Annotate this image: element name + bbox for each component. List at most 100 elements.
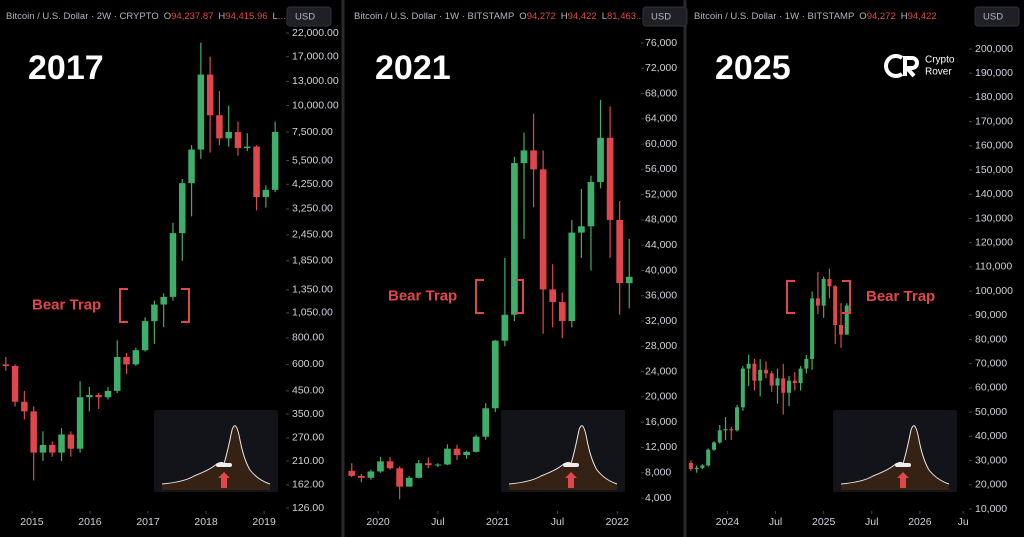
candle-body bbox=[729, 429, 734, 431]
y-tick-label: 36,000 bbox=[645, 290, 677, 302]
candle-body bbox=[491, 340, 499, 409]
y-tick-label: 16,000 bbox=[645, 416, 677, 428]
logo-text: Rover bbox=[925, 67, 952, 78]
candle-body bbox=[132, 350, 140, 365]
candle-body bbox=[188, 149, 195, 184]
ohlc-key: L bbox=[273, 11, 278, 22]
x-tick-label: Jul bbox=[551, 516, 564, 528]
y-tick-label: 126.00 bbox=[292, 502, 324, 514]
candle-body bbox=[225, 132, 232, 139]
x-tick-label: 2026 bbox=[908, 516, 932, 528]
y-tick-label: 200,000 bbox=[975, 43, 1013, 55]
cycle-year: 2017 bbox=[28, 49, 104, 87]
ohlc-key: O bbox=[519, 11, 526, 22]
y-tick-label: 170,000 bbox=[975, 115, 1013, 127]
currency-button[interactable] bbox=[286, 6, 332, 27]
candle-body bbox=[558, 302, 566, 322]
bear-trap-bracket bbox=[515, 279, 524, 314]
y-tick-label: 60,000 bbox=[975, 382, 1007, 394]
annotation: Bear Trap bbox=[32, 296, 101, 313]
bear-trap-bracket bbox=[119, 288, 128, 323]
currency-label[interactable]: USD bbox=[295, 12, 315, 23]
y-tick-label: 800.00 bbox=[292, 332, 324, 344]
candle-body bbox=[271, 132, 279, 190]
cycle-inset bbox=[833, 410, 957, 492]
y-tick-label: 3,250.00 bbox=[292, 203, 333, 215]
currency-label[interactable]: USD bbox=[983, 12, 1003, 23]
candle-body bbox=[424, 463, 432, 466]
candle-body bbox=[688, 463, 693, 470]
x-tick-label: 2024 bbox=[716, 516, 740, 528]
y-tick-label: 210.00 bbox=[292, 455, 324, 467]
y-tick-label: 180,000 bbox=[975, 91, 1013, 103]
candle-body bbox=[723, 429, 728, 431]
y-tick-label: 48,000 bbox=[645, 214, 677, 226]
y-tick-label: 28,000 bbox=[645, 340, 677, 352]
candle-body bbox=[758, 369, 763, 381]
candle-body bbox=[746, 363, 751, 369]
x-tick-label: 2020 bbox=[366, 516, 390, 528]
candle-body bbox=[206, 74, 214, 116]
x-tick-label: Jul bbox=[769, 516, 782, 528]
candle-body bbox=[367, 471, 375, 478]
symbol: Bitcoin / U.S. Dollar · 1W · BITSTAMP bbox=[354, 11, 514, 22]
symbol: Bitcoin / U.S. Dollar · 1W · BITSTAMP bbox=[694, 11, 854, 22]
y-tick-label: 1,350.00 bbox=[292, 284, 333, 296]
candle-body bbox=[123, 357, 130, 365]
candle-body bbox=[792, 380, 797, 384]
candle-body bbox=[775, 378, 780, 386]
x-tick-label: 2022 bbox=[606, 516, 630, 528]
y-tick-label: 10,000.00 bbox=[292, 99, 339, 111]
currency-button[interactable] bbox=[974, 6, 1020, 27]
ohlc-key: O bbox=[164, 11, 171, 22]
candle-body bbox=[763, 369, 768, 374]
cycle-inset bbox=[154, 410, 278, 492]
candle-body bbox=[482, 408, 490, 437]
candle-body bbox=[234, 132, 242, 149]
chart-header: Bitcoin / U.S. Dollar · 2W · CRYPTO O94,2… bbox=[6, 11, 286, 22]
x-tick-label: 2015 bbox=[20, 516, 44, 528]
candle-body bbox=[700, 465, 705, 468]
candle-body bbox=[396, 468, 403, 487]
y-tick-label: 40,000 bbox=[645, 264, 677, 276]
candle-body bbox=[711, 442, 716, 450]
ohlc-value: ... bbox=[278, 11, 286, 22]
cycle-year: 2025 bbox=[715, 49, 791, 87]
ohlc-value: 94,272 bbox=[527, 11, 556, 22]
x-tick-label: Jul bbox=[431, 516, 444, 528]
ohlc-key: O bbox=[859, 11, 866, 22]
candle-body bbox=[30, 411, 37, 453]
candle-body bbox=[827, 279, 832, 287]
candle-body bbox=[769, 373, 774, 386]
y-tick-label: 5,500.00 bbox=[292, 154, 333, 166]
y-tick-label: 2,450.00 bbox=[292, 229, 333, 241]
currency-label[interactable]: USD bbox=[651, 12, 671, 23]
candle-body bbox=[67, 434, 75, 449]
candle-body bbox=[160, 296, 167, 305]
candle-body bbox=[735, 407, 740, 431]
candle-body bbox=[86, 395, 93, 398]
x-tick-label: 2016 bbox=[78, 516, 102, 528]
y-tick-label: 1,850.00 bbox=[292, 255, 333, 267]
candle-body bbox=[787, 380, 792, 393]
symbol: Bitcoin / U.S. Dollar · 2W · CRYPTO bbox=[6, 11, 159, 22]
y-tick-label: 150,000 bbox=[975, 164, 1013, 176]
y-tick-label: 100,000 bbox=[975, 285, 1013, 297]
y-tick-label: 7,500.00 bbox=[292, 126, 333, 138]
candle-body bbox=[625, 276, 633, 284]
candle-body bbox=[815, 298, 820, 306]
candle-body bbox=[444, 448, 451, 465]
currency-button[interactable] bbox=[642, 6, 688, 27]
candle-body bbox=[377, 461, 384, 472]
candle-body bbox=[838, 325, 844, 335]
y-tick-label: 350.00 bbox=[292, 408, 324, 420]
candle-body bbox=[104, 390, 112, 398]
candle-body bbox=[706, 449, 711, 466]
chart-header: Bitcoin / U.S. Dollar · 1W · BITSTAMP O94… bbox=[354, 11, 644, 22]
chart-header: Bitcoin / U.S. Dollar · 1W · BITSTAMP O94… bbox=[694, 11, 937, 22]
y-tick-label: 600.00 bbox=[292, 358, 324, 370]
candle-body bbox=[151, 304, 158, 322]
y-tick-label: 110,000 bbox=[975, 261, 1012, 273]
candle-body bbox=[48, 444, 56, 453]
y-tick-label: 4,000 bbox=[645, 492, 671, 504]
